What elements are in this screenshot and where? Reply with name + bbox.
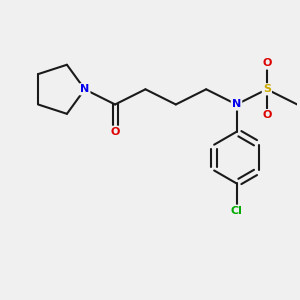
Text: S: S [263,84,271,94]
Text: O: O [110,127,120,137]
Text: N: N [232,100,241,110]
Text: Cl: Cl [231,206,242,216]
Text: O: O [262,110,272,120]
Text: N: N [80,84,89,94]
Text: O: O [262,58,272,68]
